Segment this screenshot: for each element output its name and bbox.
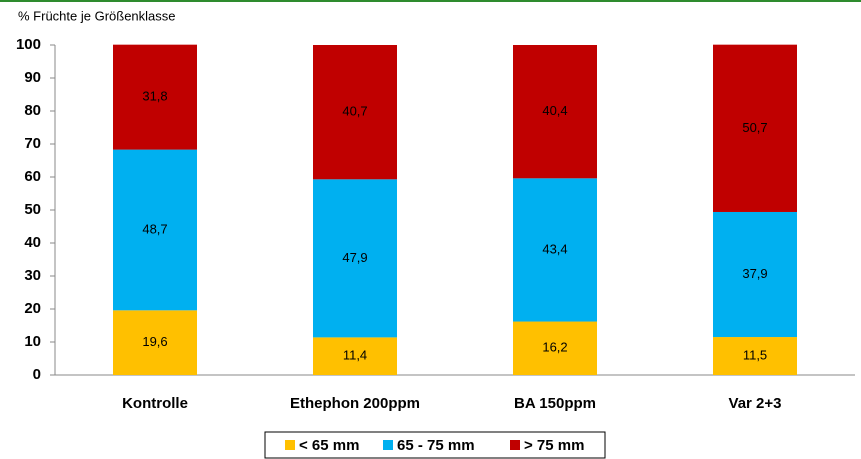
legend-label: < 65 mm <box>299 437 359 454</box>
y-tick-label: 0 <box>33 366 41 383</box>
y-tick-label: 70 <box>24 135 41 152</box>
legend-label: 65 - 75 mm <box>397 437 475 454</box>
data-label: 16,2 <box>542 340 567 355</box>
data-label: 40,7 <box>342 104 367 119</box>
data-label: 47,9 <box>342 250 367 265</box>
y-tick-label: 10 <box>24 333 41 350</box>
data-label: 19,6 <box>142 334 167 349</box>
y-tick-label: 30 <box>24 267 41 284</box>
data-label: 43,4 <box>542 241 567 256</box>
y-tick-label: 50 <box>24 201 41 218</box>
legend-label: > 75 mm <box>524 437 584 454</box>
x-tick-label: Ethephon 200ppm <box>290 395 420 412</box>
y-tick-label: 100 <box>16 36 41 53</box>
data-label: 11,4 <box>343 348 367 363</box>
x-tick-label: Kontrolle <box>122 395 188 412</box>
x-tick-label: Var 2+3 <box>729 395 782 412</box>
x-tick-label: BA 150ppm <box>514 395 596 412</box>
legend-swatch <box>383 440 393 450</box>
y-tick-label: 80 <box>24 102 41 119</box>
y-axis-label: % Früchte je Größenklasse <box>18 8 176 23</box>
chart: % Früchte je Größenklasse 0 10 20 30 40 50 60 7… <box>0 0 861 459</box>
data-label: 48,7 <box>142 221 167 236</box>
y-tick-label: 20 <box>24 300 41 317</box>
data-label: 37,9 <box>742 266 767 281</box>
data-label: 11,5 <box>743 347 767 362</box>
data-label: 50,7 <box>742 120 767 135</box>
y-tick-label: 90 <box>24 69 41 86</box>
data-label: 31,8 <box>142 89 167 104</box>
y-tick-label: 40 <box>24 234 41 251</box>
legend-swatch <box>285 440 295 450</box>
data-label: 40,4 <box>542 103 567 118</box>
y-tick-label: 60 <box>24 168 41 185</box>
legend-swatch <box>510 440 520 450</box>
